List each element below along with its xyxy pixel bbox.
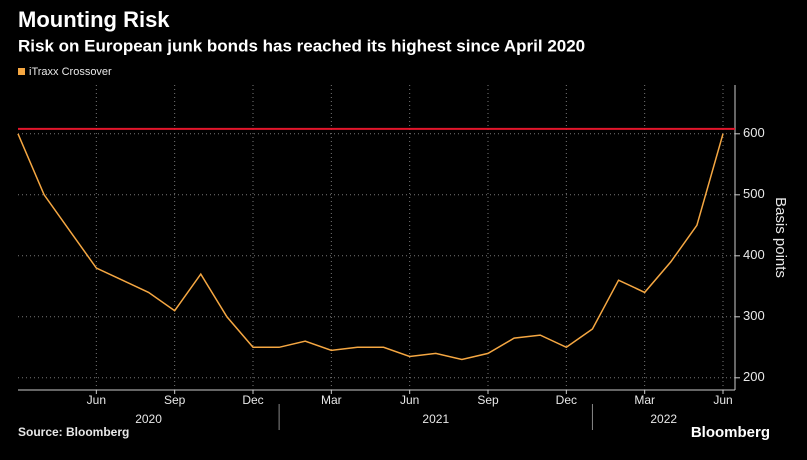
x-year-label: 2021 xyxy=(422,412,449,426)
y-tick-label: 200 xyxy=(743,369,765,384)
x-tick-label: Jun xyxy=(713,393,732,407)
y-tick-label: 600 xyxy=(743,125,765,140)
chart-subtitle: Risk on European junk bonds has reached … xyxy=(18,36,585,55)
legend-swatch xyxy=(18,68,25,75)
x-tick-label: Dec xyxy=(556,393,577,407)
y-axis-label: Basis points xyxy=(772,197,789,278)
brand: Bloomberg xyxy=(691,424,770,441)
x-tick-label: Jun xyxy=(87,393,106,407)
series-line xyxy=(17,133,724,361)
legend-label: iTraxx Crossover xyxy=(29,66,112,78)
chart-title: Mounting Risk xyxy=(18,7,170,32)
x-tick-label: Sep xyxy=(164,393,186,407)
x-year-label: 2020 xyxy=(135,412,162,426)
y-tick-label: 300 xyxy=(743,308,765,323)
x-tick-label: Mar xyxy=(634,393,655,407)
y-tick-label: 400 xyxy=(743,247,765,262)
x-tick-label: Mar xyxy=(321,393,342,407)
x-year-label: 2022 xyxy=(650,412,677,426)
x-tick-label: Sep xyxy=(477,393,499,407)
x-tick-label: Dec xyxy=(242,393,263,407)
x-tick-label: Jun xyxy=(400,393,419,407)
source: Source: Bloomberg xyxy=(18,425,129,439)
y-tick-label: 500 xyxy=(743,186,765,201)
